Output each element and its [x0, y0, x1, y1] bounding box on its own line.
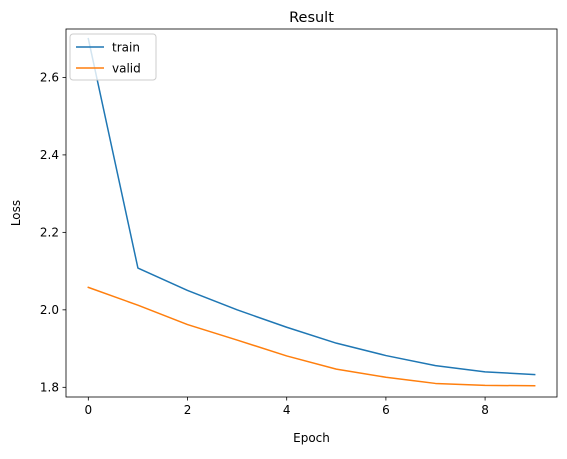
y-tick-label: 2.2 — [40, 226, 59, 240]
x-axis-title: Epoch — [293, 431, 330, 445]
series-line-train — [88, 39, 534, 375]
y-axis: 1.8 2.0 2.2 2.4 2.6 — [40, 71, 66, 395]
plot-area — [88, 39, 534, 386]
y-tick-label: 2.0 — [40, 303, 59, 317]
legend-label-train: train — [112, 40, 140, 54]
chart-title: Result — [289, 10, 334, 26]
x-axis: 0 2 4 6 8 — [84, 397, 488, 417]
y-tick-label: 1.8 — [40, 381, 59, 395]
x-tick-label: 2 — [184, 403, 192, 417]
x-tick-label: 0 — [84, 403, 92, 417]
x-tick-label: 6 — [382, 403, 390, 417]
x-tick-label: 4 — [283, 403, 291, 417]
x-tick-label: 8 — [481, 403, 489, 417]
series-line-valid — [88, 287, 534, 385]
legend-label-valid: valid — [112, 61, 141, 75]
y-axis-title: Loss — [9, 200, 23, 226]
legend: train valid — [70, 34, 156, 80]
axes-frame — [66, 29, 557, 397]
y-tick-label: 2.4 — [40, 148, 59, 162]
y-tick-label: 2.6 — [40, 71, 59, 85]
